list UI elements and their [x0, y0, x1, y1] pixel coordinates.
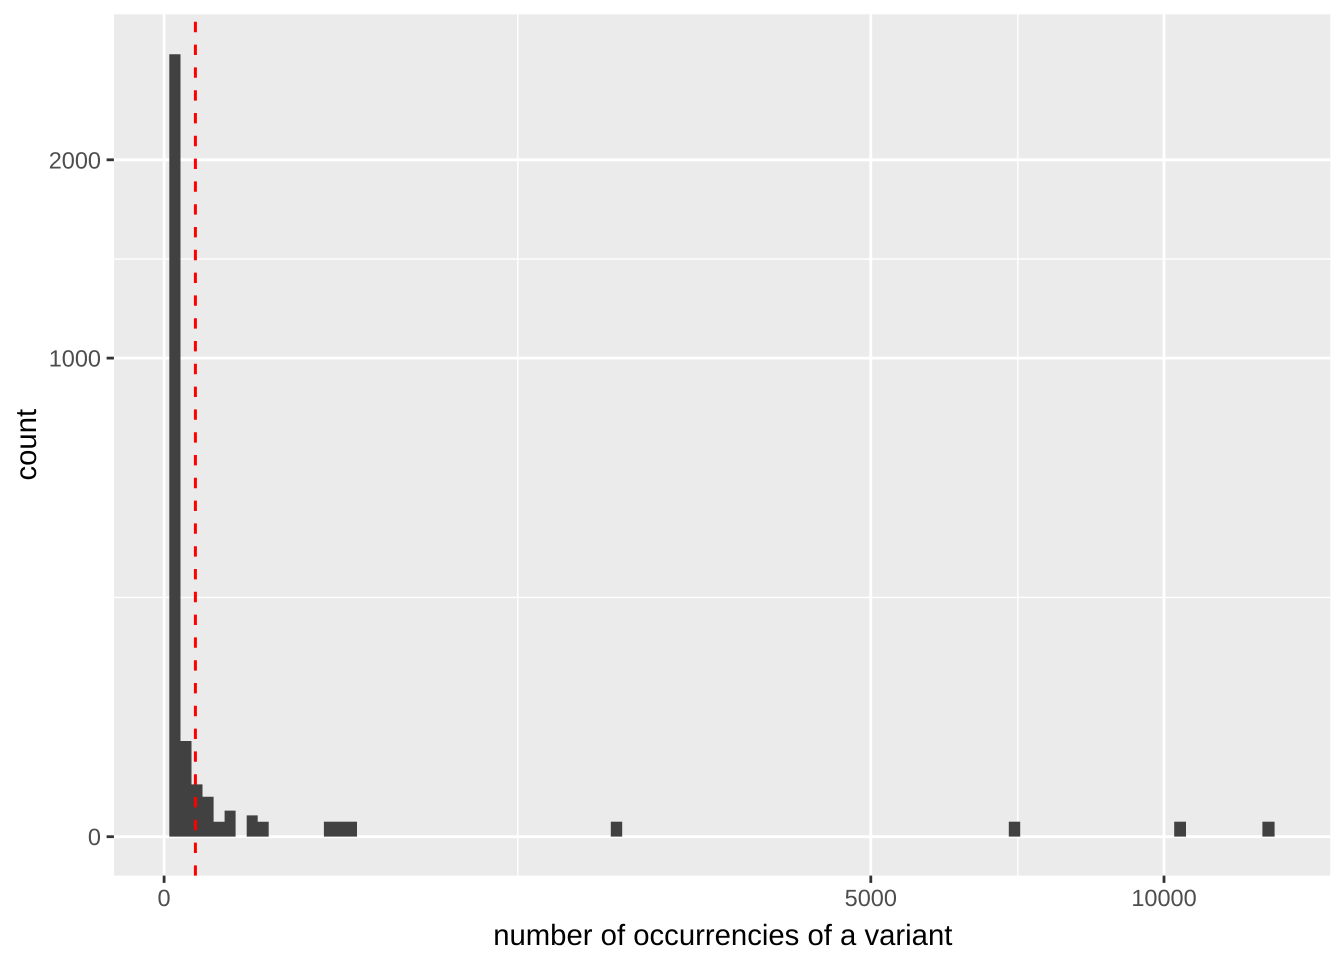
svg-text:5000: 5000: [845, 885, 897, 911]
svg-text:count: count: [10, 409, 43, 481]
svg-text:0: 0: [88, 824, 101, 850]
svg-text:number of occurrencies of a va: number of occurrencies of a variant: [493, 919, 952, 952]
svg-text:0: 0: [158, 885, 171, 911]
svg-text:10000: 10000: [1131, 885, 1196, 911]
svg-text:2000: 2000: [49, 147, 101, 173]
svg-text:1000: 1000: [49, 346, 101, 372]
